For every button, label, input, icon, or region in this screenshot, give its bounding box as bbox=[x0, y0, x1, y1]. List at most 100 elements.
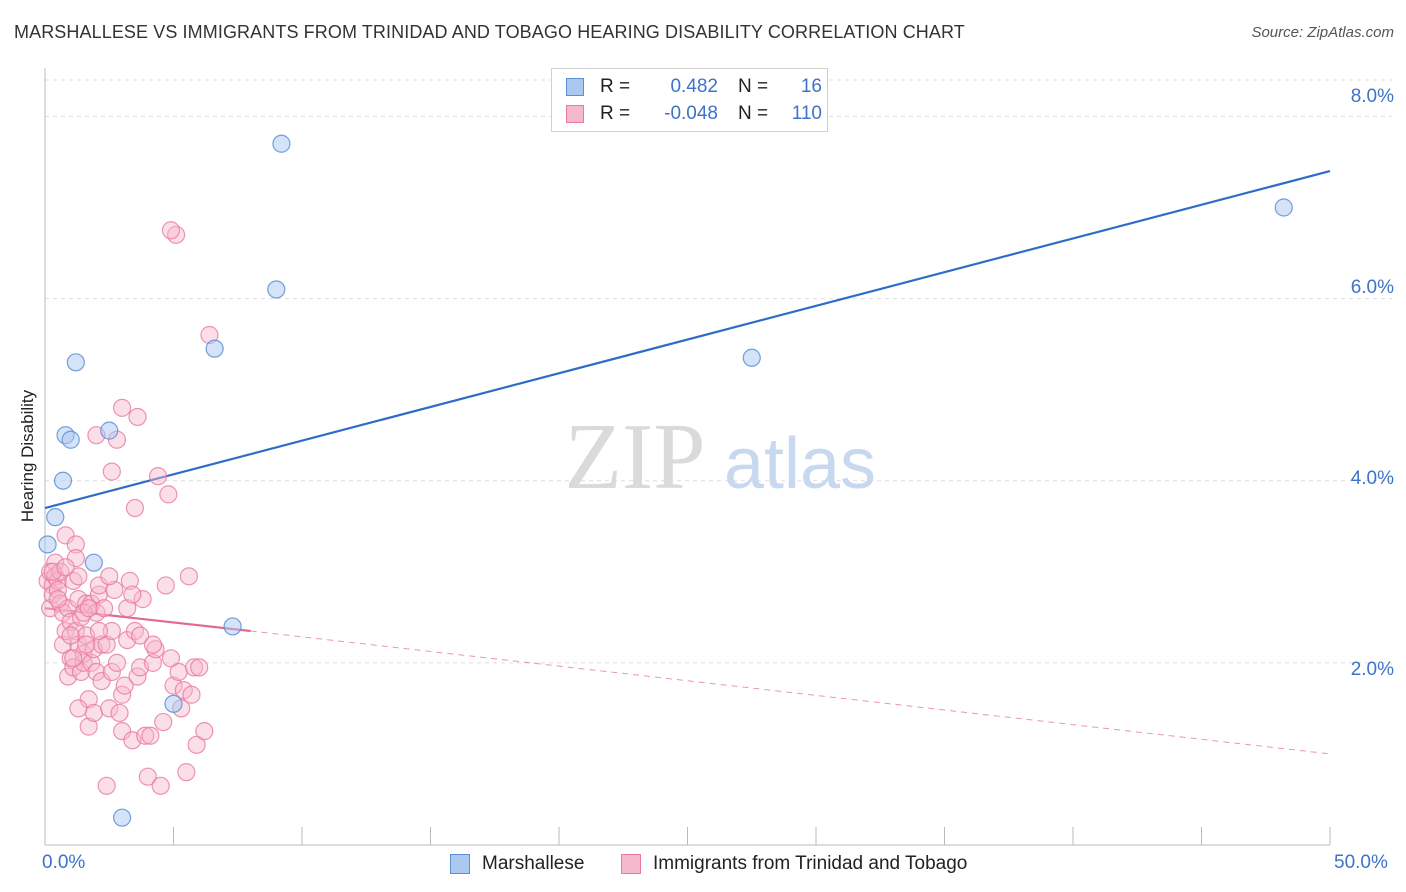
source-credit: Source: ZipAtlas.com bbox=[1251, 24, 1394, 41]
trinidad-point bbox=[143, 653, 163, 672]
trinidad-legend-label: Immigrants from Trinidad and Tobago bbox=[653, 853, 968, 874]
trinidad-point bbox=[161, 221, 181, 240]
trinidad-point bbox=[187, 735, 206, 754]
trinidad-point bbox=[77, 635, 96, 654]
trinidad-point bbox=[66, 535, 85, 554]
trinidad-swatch bbox=[566, 105, 584, 123]
trinidad-point bbox=[125, 498, 145, 518]
trinidad-point bbox=[105, 580, 124, 600]
marshallese-point bbox=[223, 617, 242, 636]
stats-row-trinidad: R = -0.048 N = 110 bbox=[566, 102, 822, 126]
trinidad-point bbox=[61, 612, 80, 631]
n-value: 110 bbox=[791, 103, 822, 124]
trinidad-point bbox=[102, 621, 121, 641]
trinidad-point bbox=[100, 699, 119, 718]
trinidad-point bbox=[112, 398, 132, 417]
trinidad-point bbox=[79, 599, 98, 618]
trinidad-point bbox=[151, 776, 170, 795]
stats-row-marshallese: R = 0.482 N = 16 bbox=[566, 75, 822, 99]
stats-legend: R = 0.482 N = 16 R = -0.048 N = 110 bbox=[551, 68, 828, 132]
marshallese-point bbox=[46, 508, 65, 527]
n-value: 16 bbox=[800, 76, 822, 97]
marshallese-point bbox=[61, 430, 80, 449]
trinidad-point bbox=[164, 676, 183, 695]
trinidad-point bbox=[130, 626, 150, 645]
marshallese-point bbox=[53, 471, 73, 490]
trinidad-point bbox=[169, 662, 188, 682]
trinidad-point bbox=[138, 767, 157, 786]
trinidad-point bbox=[97, 635, 116, 654]
x-tick-label-max: 50.0% bbox=[1334, 852, 1388, 873]
trinidad-point bbox=[190, 658, 209, 677]
marshallese-point bbox=[100, 421, 119, 440]
y-tick-label-6: 6.0% bbox=[1350, 277, 1394, 298]
trinidad-point bbox=[156, 576, 175, 595]
trinidad-point bbox=[148, 467, 168, 486]
trinidad-point bbox=[84, 703, 103, 723]
marshallese-point bbox=[38, 535, 57, 554]
r-label: R = bbox=[600, 103, 631, 124]
trinidad-point bbox=[89, 621, 109, 641]
trinidad-point bbox=[179, 567, 199, 586]
trinidad-point bbox=[74, 653, 93, 672]
marshallese-point bbox=[1274, 198, 1293, 217]
trinidad-point bbox=[102, 462, 121, 481]
trinidad-point bbox=[102, 662, 121, 682]
trinidad-point bbox=[56, 526, 75, 545]
n-label: N = bbox=[738, 103, 769, 124]
trinidad-point bbox=[110, 703, 129, 723]
y-tick-label-2: 2.0% bbox=[1350, 659, 1394, 680]
marshallese-legend-label: Marshallese bbox=[482, 853, 585, 874]
trinidad-point bbox=[133, 590, 152, 609]
marshallese-point bbox=[267, 280, 286, 299]
trinidad-point bbox=[112, 722, 132, 741]
watermark: ZIP atlas bbox=[565, 405, 877, 509]
marshallese-legend-swatch bbox=[450, 854, 470, 874]
trinidad-point bbox=[120, 571, 139, 590]
marshallese-point bbox=[164, 694, 183, 713]
trinidad-point bbox=[177, 763, 196, 782]
marshallese-point bbox=[66, 353, 85, 372]
trinidad-point bbox=[92, 635, 111, 654]
trinidad-point bbox=[64, 649, 83, 668]
marshallese-trend-line bbox=[44, 170, 1331, 510]
trinidad-trend-line bbox=[44, 607, 251, 633]
trinidad-point bbox=[100, 567, 119, 586]
marshallese-point bbox=[84, 553, 103, 572]
x-tick-label-min: 0.0% bbox=[42, 852, 86, 873]
chart-title: MARSHALLESE VS IMMIGRANTS FROM TRINIDAD … bbox=[14, 22, 965, 42]
trinidad-point bbox=[97, 776, 116, 795]
axes bbox=[44, 68, 1331, 846]
r-value: -0.048 bbox=[664, 103, 718, 124]
trinidad-point bbox=[48, 590, 67, 609]
trinidad-point bbox=[115, 676, 134, 695]
legend-item-marshallese[interactable]: Marshallese bbox=[450, 852, 584, 876]
trinidad-point bbox=[82, 653, 101, 672]
trinidad-point bbox=[79, 690, 98, 709]
trinidad-point bbox=[66, 549, 85, 568]
trinidad-legend-swatch bbox=[621, 854, 641, 874]
trinidad-point bbox=[53, 635, 73, 654]
trinidad-trend-extension bbox=[250, 630, 1331, 755]
r-label: R = bbox=[600, 76, 631, 97]
trinidad-point bbox=[56, 558, 75, 577]
legend-item-trinidad[interactable]: Immigrants from Trinidad and Tobago bbox=[621, 852, 967, 876]
trinidad-point bbox=[69, 567, 88, 586]
trinidad-point bbox=[195, 722, 214, 741]
trinidad-point bbox=[79, 717, 98, 736]
trinidad-point bbox=[92, 671, 111, 691]
trinidad-point bbox=[143, 635, 163, 654]
trinidad-point bbox=[161, 649, 181, 668]
r-value: 0.482 bbox=[670, 76, 718, 97]
trinidad-point bbox=[118, 599, 137, 618]
trinidad-point bbox=[182, 685, 201, 704]
trinidad-point bbox=[159, 485, 178, 504]
n-label: N = bbox=[738, 76, 769, 97]
trinidad-point bbox=[69, 699, 88, 718]
trinidad-point bbox=[87, 662, 106, 682]
trinidad-point bbox=[136, 726, 155, 745]
trend-lines bbox=[44, 170, 1331, 755]
trinidad-point bbox=[184, 658, 204, 677]
trinidad-point bbox=[61, 626, 80, 645]
